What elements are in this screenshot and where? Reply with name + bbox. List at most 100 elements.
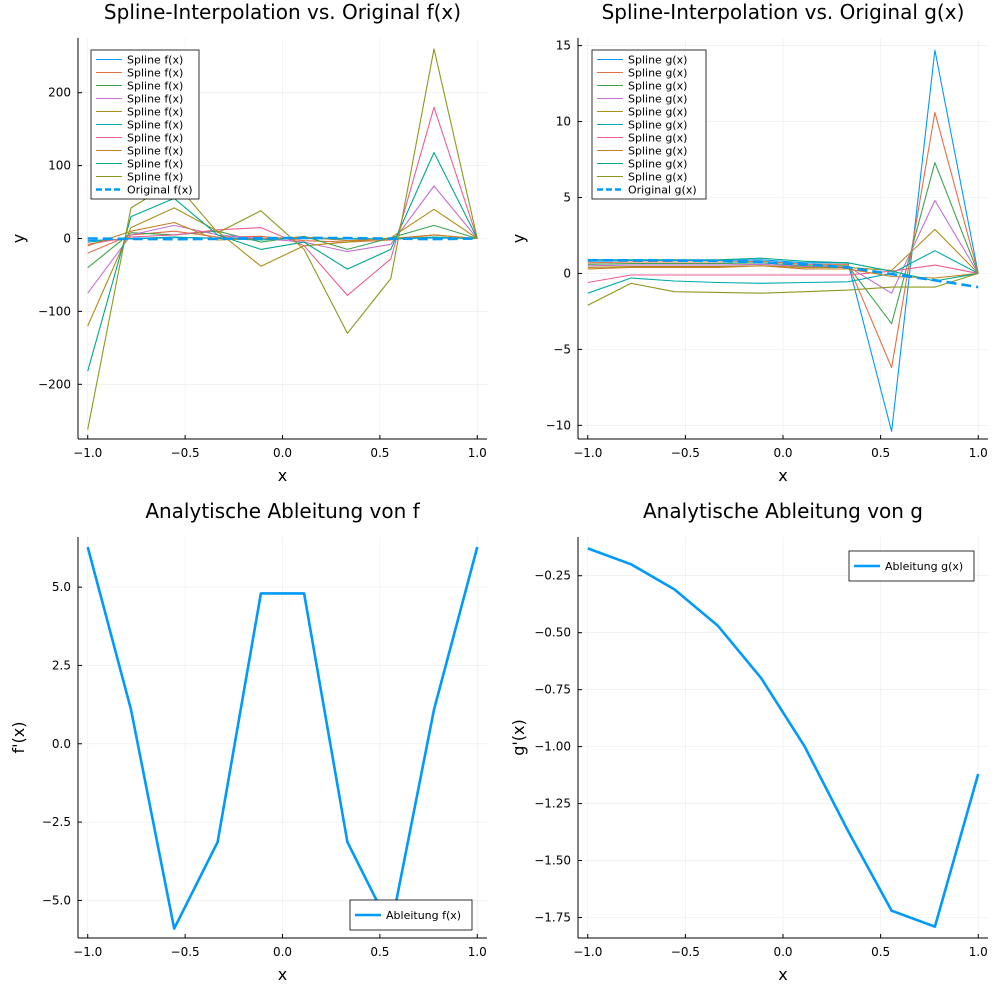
- y-tick-label: 10: [556, 115, 571, 129]
- legend-entry: Spline f(x): [127, 93, 183, 106]
- legend-entry: Spline g(x): [628, 80, 687, 93]
- y-axis-label: g'(x): [509, 719, 528, 756]
- series-line-7: [587, 264, 979, 284]
- y-tick-label: −0.50: [534, 626, 571, 640]
- x-tick-label: 0.5: [370, 945, 389, 959]
- x-axis-label: x: [778, 965, 787, 984]
- legend-entry: Spline g(x): [628, 93, 687, 106]
- y-axis-label: y: [9, 234, 28, 243]
- legend-entry: Ableitung f(x): [386, 909, 461, 922]
- y-tick-label: −1.25: [534, 797, 571, 811]
- y-tick-label: −10: [546, 418, 571, 432]
- legend: Spline f(x)Spline f(x)Spline f(x)Spline …: [90, 49, 200, 200]
- legend: Ableitung f(x): [349, 899, 473, 931]
- y-tick-label: 15: [556, 39, 571, 53]
- y-tick-label: 2.5: [52, 658, 71, 672]
- chart-title: Spline-Interpolation vs. Original f(x): [104, 0, 461, 24]
- y-tick-label: −0.25: [534, 569, 571, 583]
- y-tick-label: −1.50: [534, 854, 571, 868]
- y-tick-label: 100: [48, 159, 71, 173]
- legend-entry: Spline f(x): [127, 80, 183, 93]
- legend-entry: Spline g(x): [628, 145, 687, 158]
- x-tick-label: 0.0: [773, 945, 792, 959]
- legend-entry: Spline f(x): [127, 132, 183, 145]
- series-line-9: [87, 151, 478, 372]
- chart-panel-3: −1.0 −0.5 0.0 0.5 1.0 −5.0 −2.5 0.0 2.5 5.0 Analyt…: [9, 499, 487, 984]
- legend: Spline g(x)Spline g(x)Spline g(x)Spline …: [591, 49, 707, 200]
- x-tick-label: 1.0: [969, 446, 988, 460]
- legend-entry: Spline g(x): [628, 171, 687, 184]
- x-axis-label: x: [778, 466, 787, 485]
- y-tick-label: −1.75: [534, 910, 571, 924]
- legend-entry: Original g(x): [628, 184, 697, 197]
- y-axis-label: f'(x): [9, 722, 28, 754]
- x-tick-label: 0.5: [871, 945, 890, 959]
- series-line-5: [587, 228, 979, 274]
- legend-entry: Spline f(x): [127, 145, 183, 158]
- legend-entry: Ableitung g(x): [885, 560, 963, 573]
- legend-entry: Spline f(x): [127, 158, 183, 171]
- y-tick-label: −5.0: [42, 893, 71, 907]
- series-line-5: [87, 207, 478, 327]
- x-tick-label: −0.5: [171, 945, 200, 959]
- y-tick-label: −5: [553, 342, 571, 356]
- y-tick-label: −0.75: [534, 683, 571, 697]
- chart-panel-1: −1.0 −0.5 0.0 0.5 1.0 −200 −100 0 100 200 Spline-I…: [9, 0, 487, 485]
- chart-title: Analytische Ableitung von g: [643, 499, 923, 523]
- legend-entry: Spline f(x): [127, 54, 183, 67]
- y-tick-label: −100: [38, 304, 71, 318]
- original-line: [587, 258, 979, 289]
- chart-title: Spline-Interpolation vs. Original g(x): [602, 0, 965, 24]
- x-tick-label: 0.0: [773, 446, 792, 460]
- series-line-6: [587, 250, 979, 294]
- series-line-4: [87, 185, 478, 294]
- x-tick-label: 0.5: [370, 446, 389, 460]
- x-axis-label: x: [278, 965, 287, 984]
- x-tick-label: 0.0: [273, 446, 292, 460]
- original-line: [87, 236, 478, 241]
- legend: Ableitung g(x): [848, 550, 975, 582]
- x-tick-label: 1.0: [468, 945, 487, 959]
- x-tick-label: −0.5: [171, 446, 200, 460]
- series-line-1: [587, 547, 980, 928]
- chart-title: Analytische Ableitung von f: [145, 499, 420, 523]
- legend-entry: Spline g(x): [628, 106, 687, 119]
- legend-entry: Spline g(x): [628, 67, 687, 80]
- series-line-10: [587, 272, 979, 306]
- x-axis-label: x: [278, 466, 287, 485]
- y-tick-label: −2.5: [42, 815, 71, 829]
- legend-entry: Spline f(x): [127, 106, 183, 119]
- y-tick-label: 0.0: [52, 737, 71, 751]
- legend-entry: Spline g(x): [628, 119, 687, 132]
- series-line-8: [587, 265, 979, 279]
- y-tick-label: 5: [563, 190, 571, 204]
- plot-area: [86, 546, 479, 930]
- y-tick-label: 200: [48, 86, 71, 100]
- legend-entry: Spline f(x): [127, 171, 183, 184]
- plot-area: [587, 49, 979, 432]
- series-line-4: [587, 199, 979, 294]
- y-tick-label: −1.00: [534, 740, 571, 754]
- x-tick-label: −1.0: [73, 446, 102, 460]
- x-tick-label: 0.0: [273, 945, 292, 959]
- legend-entry: Spline g(x): [628, 54, 687, 67]
- x-tick-label: −1.0: [573, 945, 602, 959]
- legend-entry: Spline f(x): [127, 119, 183, 132]
- legend-entry: Original f(x): [127, 184, 193, 197]
- plot-area: [587, 547, 980, 928]
- chart-panel-4: −1.0 −0.5 0.0 0.5 1.0 −1.75 −1.50 −1.25 −1.00 −0.…: [509, 499, 988, 984]
- y-tick-label: 5.0: [52, 580, 71, 594]
- legend-entry: Spline g(x): [628, 132, 687, 145]
- series-line-1: [86, 546, 479, 930]
- x-tick-label: 1.0: [468, 446, 487, 460]
- chart-panel-2: −1.0 −0.5 0.0 0.5 1.0 −10 −5 0 5 10 15 Spline-Inter…: [509, 0, 988, 485]
- series-line-7: [87, 106, 478, 296]
- x-tick-label: −0.5: [671, 446, 700, 460]
- plot-area: [87, 48, 478, 430]
- y-tick-label: 0: [63, 232, 71, 246]
- y-axis-label: y: [509, 234, 528, 243]
- x-tick-label: −1.0: [73, 945, 102, 959]
- y-tick-label: 0: [563, 266, 571, 280]
- x-tick-label: 0.5: [871, 446, 890, 460]
